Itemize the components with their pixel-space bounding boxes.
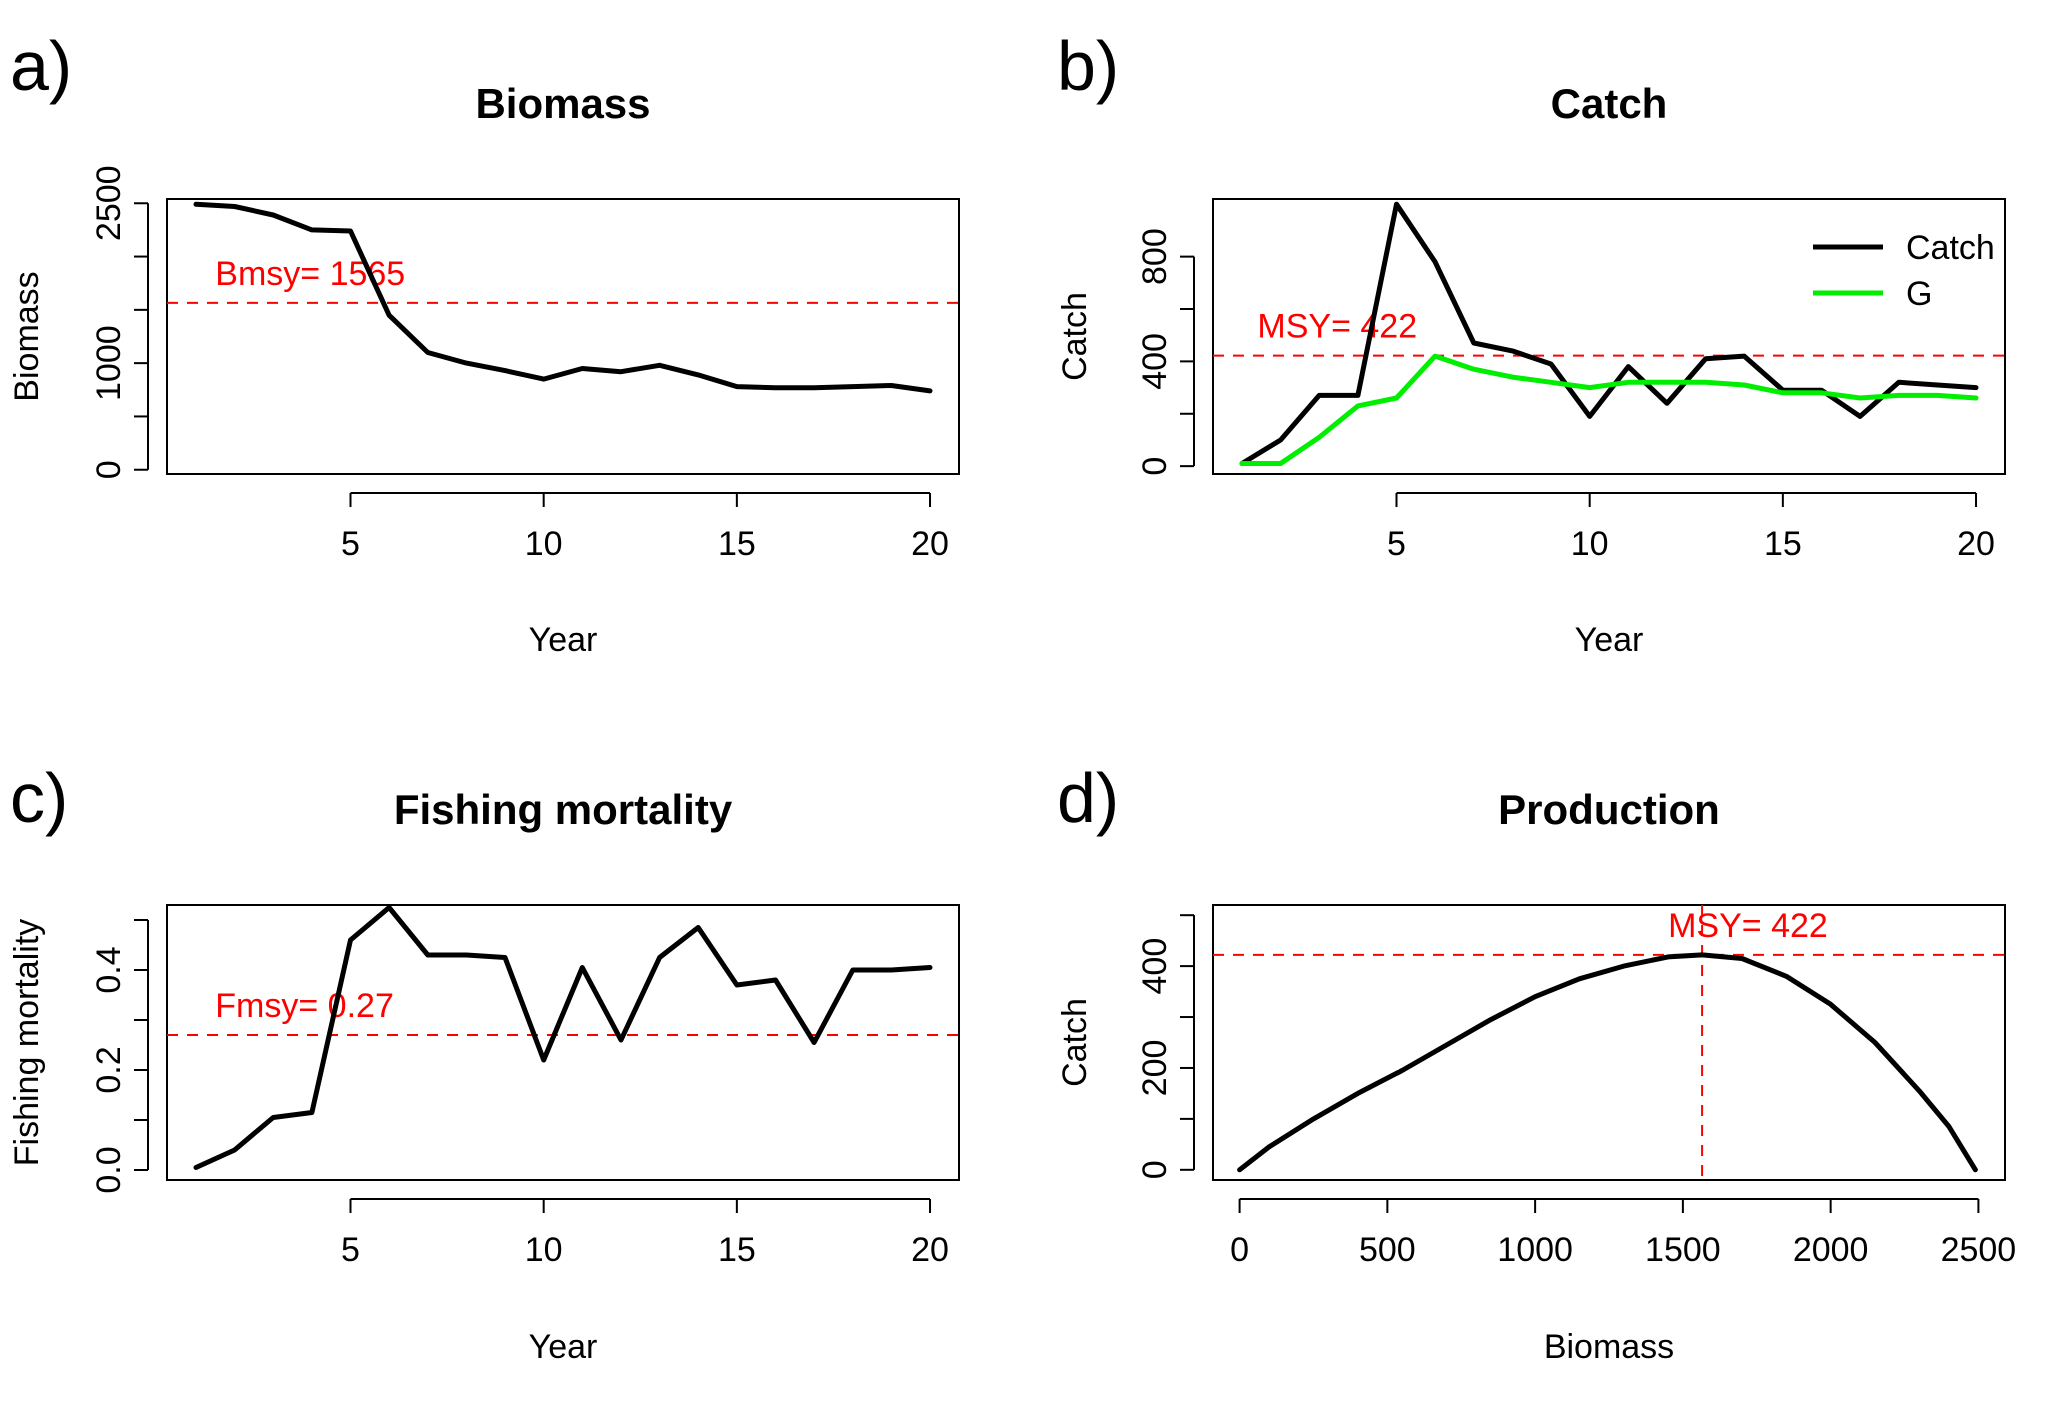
- y-axis-label: Catch: [1056, 292, 1094, 381]
- x-tick-label: 20: [1957, 525, 1995, 563]
- panel-label: d): [1057, 759, 1119, 837]
- plot-frame: [166, 904, 960, 1181]
- y-tick-label: 0.2: [90, 1046, 128, 1093]
- x-tick-label: 15: [718, 1231, 756, 1269]
- x-tick-label: 10: [1571, 525, 1609, 563]
- y-tick-label: 2500: [90, 165, 128, 241]
- x-axis-label: Year: [529, 621, 598, 659]
- plot-frame: [1212, 198, 2006, 475]
- panel-fishing-mortality: c) Fishing mortality 5 10 15 20 0.0 0.2 0.4 Year F…: [8, 759, 960, 1366]
- series-line-g: [1239, 353, 1979, 466]
- x-tick-label: 10: [525, 1231, 563, 1269]
- chart-title: Biomass: [475, 80, 650, 127]
- reference-label: MSY= 422: [1257, 308, 1417, 346]
- chart-title: Fishing mortality: [394, 786, 733, 833]
- panel-catch: b) Catch 5 10 15 20 0 400 800 Year Catch MSY= 422 Ca…: [1056, 27, 2006, 659]
- x-tick-label: 15: [718, 525, 756, 563]
- reference-label: MSY= 422: [1668, 907, 1828, 945]
- series-line: [193, 201, 933, 394]
- y-tick-label: 1000: [90, 325, 128, 401]
- y-tick-label: 0.0: [90, 1146, 128, 1193]
- y-axis-label: Fishing mortality: [8, 919, 46, 1167]
- panel-label: b): [1057, 27, 1119, 105]
- x-axis-label: Year: [529, 1328, 598, 1366]
- x-tick-label: 20: [911, 1231, 949, 1269]
- x-tick-label: 5: [341, 525, 360, 563]
- plot-frame: [166, 198, 960, 475]
- series-line-catch: [1239, 201, 1979, 466]
- y-axis-label: Biomass: [8, 271, 46, 401]
- panel-label: a): [10, 27, 72, 105]
- series-line: [1237, 952, 1978, 1173]
- x-axis-label: Year: [1575, 621, 1644, 659]
- y-tick-label: 400: [1136, 938, 1174, 995]
- x-tick-label: 15: [1764, 525, 1802, 563]
- x-tick-label: 20: [911, 525, 949, 563]
- panel-production: d) Production 0 500 1000 1500 2000 2500 0 200 400 B…: [1056, 759, 2016, 1366]
- y-tick-label: 0: [1136, 1160, 1174, 1179]
- y-axis-label: Catch: [1056, 998, 1094, 1087]
- chart-title: Catch: [1551, 80, 1668, 127]
- reference-label: Fmsy= 0.27: [215, 987, 394, 1025]
- x-axis-label: Biomass: [1544, 1328, 1674, 1366]
- plot-frame: [1212, 904, 2006, 1181]
- x-tick-label: 0: [1230, 1231, 1249, 1269]
- series-line: [193, 905, 933, 1170]
- x-tick-label: 500: [1359, 1231, 1416, 1269]
- legend-label-g: G: [1906, 275, 1932, 313]
- x-tick-label: 10: [525, 525, 563, 563]
- legend-label-catch: Catch: [1906, 229, 1995, 267]
- y-tick-label: 0.4: [90, 946, 128, 993]
- x-tick-label: 5: [1387, 525, 1406, 563]
- y-tick-label: 800: [1136, 228, 1174, 285]
- x-tick-label: 1000: [1497, 1231, 1573, 1269]
- panel-label: c): [10, 759, 68, 837]
- x-tick-label: 2000: [1793, 1231, 1869, 1269]
- y-tick-label: 400: [1136, 333, 1174, 390]
- x-tick-label: 5: [341, 1231, 360, 1269]
- y-tick-label: 200: [1136, 1040, 1174, 1097]
- x-tick-label: 2500: [1941, 1231, 2017, 1269]
- y-tick-label: 0: [1136, 457, 1174, 476]
- y-tick-label: 0: [90, 460, 128, 479]
- chart-title: Production: [1498, 786, 1720, 833]
- x-tick-label: 1500: [1645, 1231, 1721, 1269]
